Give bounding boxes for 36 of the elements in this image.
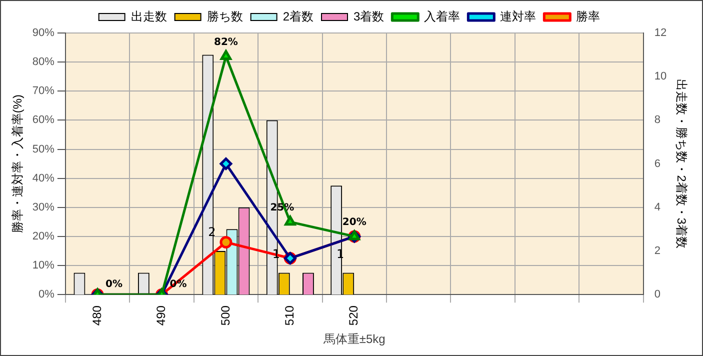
legend-label: 出走数 [130,9,167,24]
legend-label: 入着率 [424,9,460,24]
y-tick-label: 50% [32,143,55,156]
y2-tick-label: 4 [654,201,660,214]
legend-label: 勝ち数 [206,9,243,24]
y-tick-label: 30% [32,201,55,214]
x-tick-label: 490 [154,305,168,326]
data-label: 1 [272,246,280,261]
legend-label: 勝率 [576,9,600,24]
y2-tick-label: 2 [654,245,660,258]
y2-tick-label: 12 [654,27,667,40]
x-tick-label: 520 [346,305,361,326]
y-tick-label: 60% [32,114,55,126]
y-tick-label: 90% [32,27,55,40]
x-tick-label: 510 [282,305,296,326]
x-axis-title: 馬体重±5kg [322,332,386,346]
y-tick-label: 0% [38,288,55,301]
y2-tick-label: 6 [654,158,660,170]
y-tick-label: 20% [32,230,55,242]
data-label: 20% [342,217,366,228]
data-label: 82% [214,36,238,48]
y2-tick-label: 10 [654,70,667,83]
y2-tick-label: 0 [654,288,660,301]
y-tick-label: 10% [32,260,55,272]
y2-axis-title: 出走数・勝ち数・2着数・3着数 [674,79,688,248]
y-axis-title: 勝率・連対率・入着率(%) [10,94,25,234]
x-tick-label: 480 [90,305,104,326]
legend-label: 連対率 [500,9,536,24]
x-tick-label: 500 [218,305,232,326]
y-tick-label: 70% [32,85,55,98]
legend-label: 3着数 [354,9,384,24]
data-label: 0% [106,279,123,290]
y-tick-label: 40% [32,172,55,184]
y-tick-label: 80% [32,56,55,68]
legend-label: 2着数 [282,9,314,24]
y2-tick-label: 8 [654,114,660,126]
